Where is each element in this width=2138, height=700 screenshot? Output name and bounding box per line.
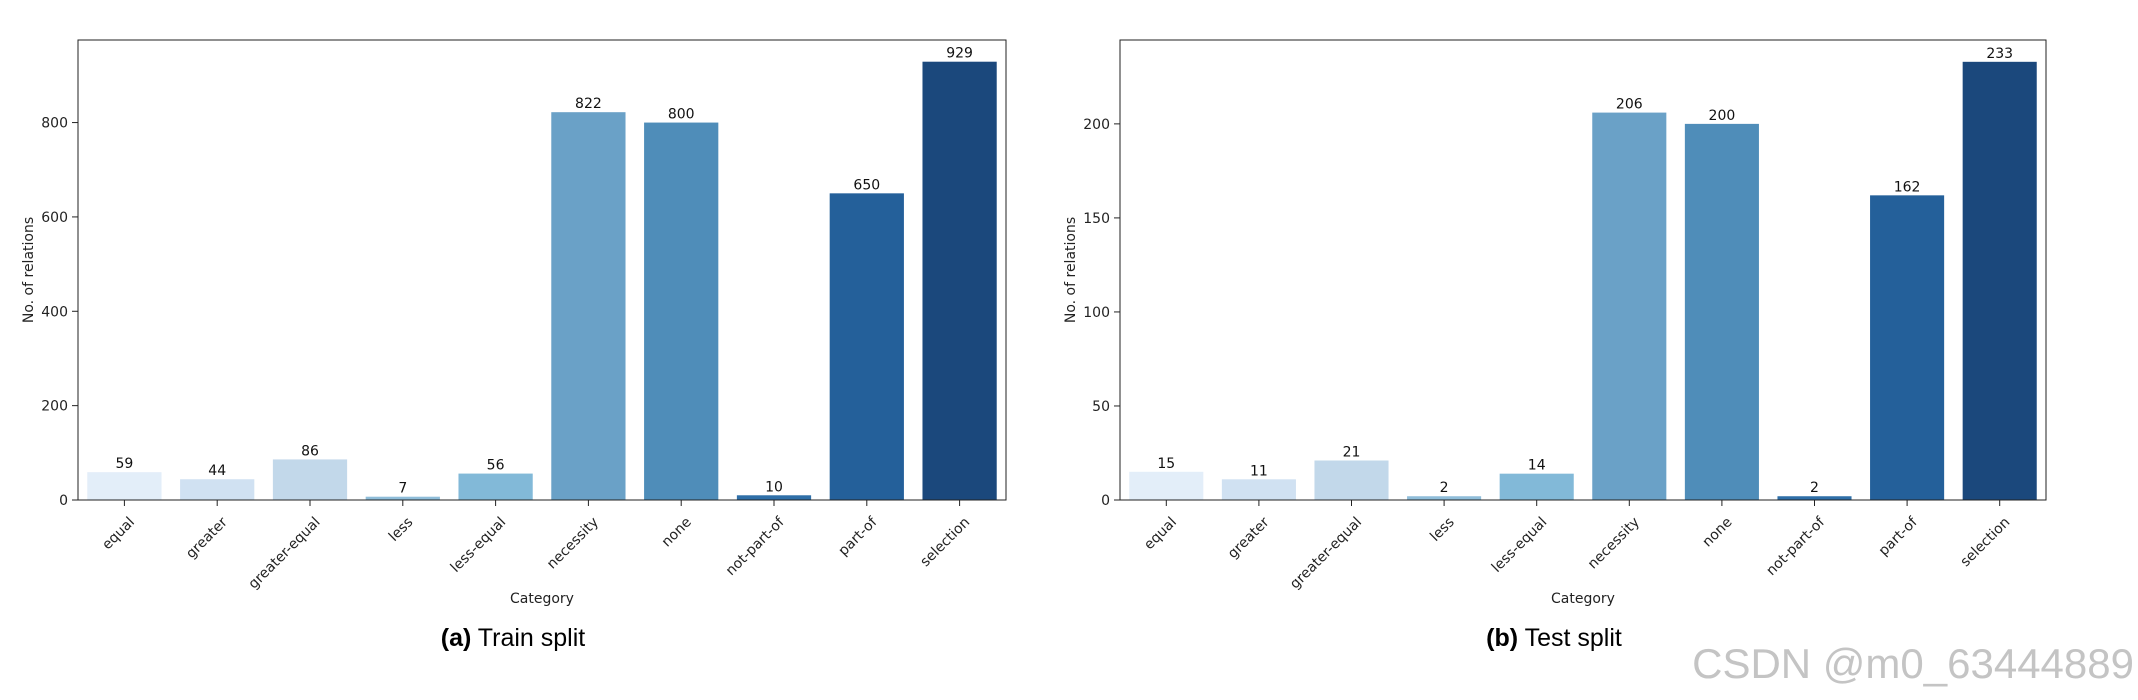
value-label-less-equal: 56 [487,458,505,474]
bar-not-part-of [736,495,812,500]
x-tick-label-selection: selection [917,514,973,570]
x-tick-label-part-of: part-of [1876,514,1922,560]
x-tick-label-none: none [1699,514,1735,550]
bar-necessity [551,112,626,500]
bar-part-of [829,193,904,501]
y-tick-label: 0 [59,493,68,509]
value-label-part-of: 650 [853,177,880,193]
panel-caption: (a) Train split [441,624,586,652]
x-tick-label-greater: greater [183,514,231,562]
x-tick-label-equal: equal [1141,514,1180,553]
y-tick-label: 150 [1083,211,1110,227]
bar-greater [180,479,255,500]
value-label-less-equal: 14 [1528,458,1546,474]
test-split-panel: 15 equal 11 greater 21 greater-equal 2 less 14 le… [1063,39,2047,652]
bar-equal [87,472,162,500]
bar-greater-equal [272,459,348,500]
y-tick-label: 600 [41,210,68,226]
value-label-less: 7 [398,481,407,497]
x-tick-label-less-equal: less-equal [448,514,510,576]
x-axis-label: Category [1551,591,1615,607]
y-tick-label: 800 [41,116,68,132]
bar-equal [1129,471,1204,500]
value-label-selection: 233 [1986,46,2013,62]
panel-caption: (b) Test split [1486,624,1622,652]
value-label-not-part-of: 10 [765,479,783,495]
caption-text: Test split [1518,624,1622,652]
y-tick-label: 400 [41,304,68,320]
watermark: CSDN @m0_63444889 [1692,640,2134,687]
x-tick-label-necessity: necessity [1585,514,1643,572]
caption-tag: (a) [441,624,472,652]
bar-selection [922,61,997,500]
bar-selection [1962,61,2037,500]
y-tick-label: 50 [1092,399,1110,415]
x-tick-label-part-of: part-of [835,514,881,560]
x-tick-label-not-part-of: not-part-of [1763,514,1828,579]
plot-frame [1119,39,2047,501]
value-label-greater: 44 [208,463,226,479]
value-label-selection: 929 [946,46,973,62]
x-tick-label-less: less [1427,514,1457,544]
value-label-necessity: 206 [1616,97,1643,113]
y-tick-label: 0 [1101,493,1110,509]
x-tick-label-selection: selection [1957,514,2013,570]
x-tick-label-not-part-of: not-part-of [723,514,788,579]
value-label-none: 800 [668,107,695,123]
bar-none [644,122,719,501]
value-label-none: 200 [1709,108,1736,124]
bar-less [365,496,440,500]
value-label-equal: 59 [115,456,133,472]
plot-frame [77,39,1007,501]
bar-none [1684,123,1759,500]
value-label-greater-equal: 86 [301,443,319,459]
value-label-part-of: 162 [1894,179,1921,195]
y-tick-label: 100 [1083,305,1110,321]
bar-necessity [1592,112,1667,501]
x-tick-label-greater-equal: greater-equal [1287,514,1365,592]
caption-tag: (b) [1486,624,1518,652]
value-label-not-part-of: 2 [1810,480,1819,496]
bar-greater-equal [1314,460,1389,500]
value-label-greater-equal: 21 [1343,445,1361,461]
value-label-less: 2 [1440,480,1449,496]
bar-less-equal [458,473,533,500]
x-tick-label-none: none [659,514,695,550]
train-split-panel: 59 equal 44 greater 86 greater-equal 7 less 56 le… [21,39,1007,652]
bar-less [1407,496,1482,500]
x-tick-label-less-equal: less-equal [1489,514,1551,576]
x-tick-label-less: less [386,514,416,544]
y-tick-label: 200 [1083,117,1110,133]
value-label-equal: 15 [1157,456,1175,472]
bar-greater [1221,479,1296,500]
x-tick-label-greater: greater [1225,514,1273,562]
x-axis-label: Category [510,591,574,607]
bar-not-part-of [1777,496,1852,500]
caption-text: Train split [471,624,585,652]
bar-less-equal [1499,473,1574,500]
x-tick-label-equal: equal [99,514,138,553]
y-axis-label: No. of relations [1063,217,1079,323]
value-label-necessity: 822 [575,96,602,112]
y-axis-label: No. of relations [21,217,37,323]
value-label-greater: 11 [1250,463,1268,479]
bar-part-of [1870,195,1945,500]
y-tick-label: 200 [41,399,68,415]
x-tick-label-greater-equal: greater-equal [246,514,324,592]
x-tick-label-necessity: necessity [544,514,602,572]
